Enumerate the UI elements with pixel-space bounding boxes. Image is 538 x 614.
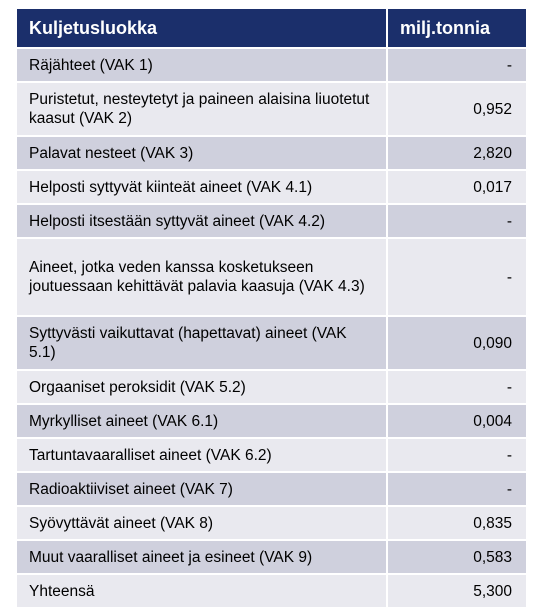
row-label: Radioaktiiviset aineet (VAK 7)	[17, 472, 388, 507]
table-row: Myrkylliset aineet (VAK 6.1) 0,004	[17, 404, 526, 439]
table-row: Radioaktiiviset aineet (VAK 7) -	[17, 472, 526, 507]
row-label: Tartuntavaaralliset aineet (VAK 6.2)	[17, 438, 388, 473]
row-label: Palavat nesteet (VAK 3)	[17, 136, 388, 171]
row-value: -	[387, 204, 526, 239]
table-row: Helposti itsestään syttyvät aineet (VAK …	[17, 204, 526, 239]
row-value: 0,090	[387, 316, 526, 371]
row-label: Helposti itsestään syttyvät aineet (VAK …	[17, 204, 388, 239]
row-value: -	[387, 238, 526, 317]
row-value: 0,835	[387, 506, 526, 541]
row-label: Orgaaniset peroksidit (VAK 5.2)	[17, 370, 388, 405]
row-label: Helposti syttyvät kiinteät aineet (VAK 4…	[17, 170, 388, 205]
total-value: 5,300	[387, 574, 526, 609]
row-label: Syövyttävät aineet (VAK 8)	[17, 506, 388, 541]
table-row: Aineet, jotka veden kanssa kosketukseen …	[17, 238, 526, 317]
table-row: Tartuntavaaralliset aineet (VAK 6.2) -	[17, 438, 526, 473]
table-row: Orgaaniset peroksidit (VAK 5.2) -	[17, 370, 526, 405]
total-label: Yhteensä	[17, 574, 388, 609]
table-header-row: Kuljetusluokka milj.tonnia	[17, 9, 526, 49]
row-value: -	[387, 48, 526, 83]
row-label: Aineet, jotka veden kanssa kosketukseen …	[17, 238, 388, 317]
header-transport-class: Kuljetusluokka	[17, 9, 388, 49]
transport-class-table-container: Kuljetusluokka milj.tonnia Räjähteet (VA…	[17, 9, 526, 609]
row-label: Myrkylliset aineet (VAK 6.1)	[17, 404, 388, 439]
table-row: Syövyttävät aineet (VAK 8) 0,835	[17, 506, 526, 541]
row-label: Räjähteet (VAK 1)	[17, 48, 388, 83]
row-value: -	[387, 370, 526, 405]
table-row: Palavat nesteet (VAK 3) 2,820	[17, 136, 526, 171]
row-value: -	[387, 438, 526, 473]
table-row: Helposti syttyvät kiinteät aineet (VAK 4…	[17, 170, 526, 205]
table-row: Syttyvästi vaikuttavat (hapettavat) aine…	[17, 316, 526, 371]
table-row: Puristetut, nesteytetyt ja paineen alais…	[17, 82, 526, 137]
row-label: Muut vaaralliset aineet ja esineet (VAK …	[17, 540, 388, 575]
row-label: Puristetut, nesteytetyt ja paineen alais…	[17, 82, 388, 137]
header-million-tonnes: milj.tonnia	[387, 9, 526, 49]
transport-class-table: Kuljetusluokka milj.tonnia Räjähteet (VA…	[17, 9, 526, 609]
row-value: 2,820	[387, 136, 526, 171]
table-row-total: Yhteensä 5,300	[17, 574, 526, 609]
row-label: Syttyvästi vaikuttavat (hapettavat) aine…	[17, 316, 388, 371]
row-value: 0,017	[387, 170, 526, 205]
table-row: Muut vaaralliset aineet ja esineet (VAK …	[17, 540, 526, 575]
table-row: Räjähteet (VAK 1) -	[17, 48, 526, 83]
row-value: 0,004	[387, 404, 526, 439]
row-value: 0,952	[387, 82, 526, 137]
row-value: -	[387, 472, 526, 507]
row-value: 0,583	[387, 540, 526, 575]
